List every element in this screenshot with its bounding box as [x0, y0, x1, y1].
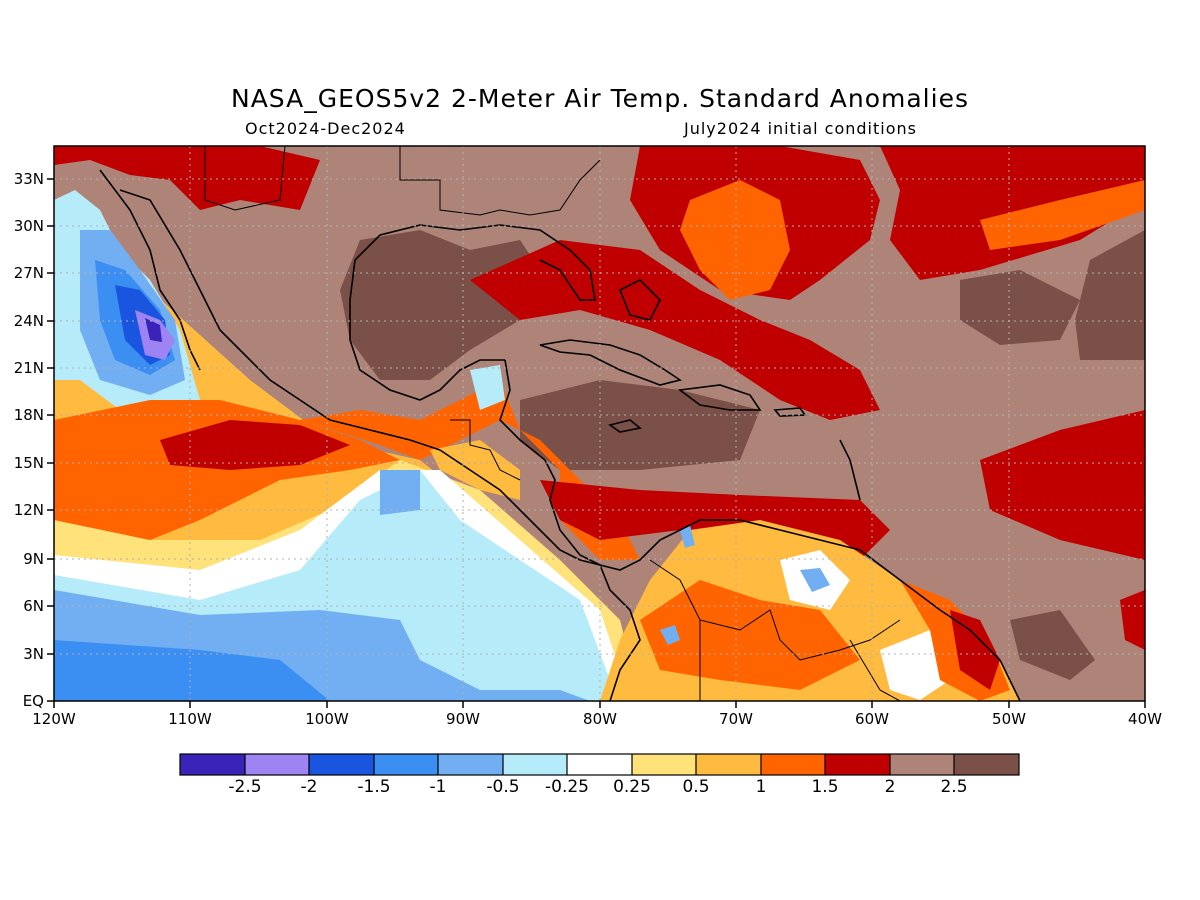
axis-ticks: [47, 178, 1146, 708]
border-south-america: [649, 559, 901, 661]
coastlines: [99, 169, 1021, 701]
coast-mexico-pacific: [119, 189, 441, 451]
colorbar-label: -0.25: [545, 777, 589, 797]
grid-lines: [54, 146, 1145, 701]
coast-central-america-east: [499, 359, 601, 566]
y-tick-label: 21N: [13, 359, 44, 377]
field-atlantic-orange-ne: [980, 180, 1145, 250]
x-tick-label: 70W: [719, 710, 753, 728]
colorbar-label: -1: [429, 777, 447, 797]
colorbar-swatch-3: [309, 754, 374, 775]
colorbar-label: 1: [755, 777, 767, 797]
field-band-blue: [54, 640, 330, 701]
coast-gulf-north: [354, 224, 596, 301]
field-atlantic-red-east: [980, 410, 1145, 560]
colorbar-swatch-5: [438, 754, 503, 775]
y-tick-label: 30N: [13, 217, 44, 235]
coast-south-america-north: [579, 519, 1021, 701]
colorbar-swatch-1: [180, 754, 245, 775]
borders: [204, 146, 901, 701]
colorbar-swatch-9: [696, 754, 761, 775]
x-tick-label: 100W: [305, 710, 349, 728]
x-tick-label: 60W: [855, 710, 889, 728]
field-atlantic-orange: [680, 180, 790, 300]
coast-cuba: [539, 339, 682, 386]
y-tick-label: 3N: [23, 645, 44, 663]
map-field: [54, 146, 1145, 701]
field-atlantic-dark: [960, 270, 1080, 345]
colorbar-swatch-6: [503, 754, 567, 775]
colorbar-swatch-2: [245, 754, 309, 775]
field-gulf-dark: [340, 230, 540, 380]
map-title: NASA_GEOS5v2 2-Meter Air Temp. Standard …: [231, 84, 969, 113]
x-tick-label: 110W: [168, 710, 212, 728]
coast-lesser-antilles: [839, 439, 861, 501]
field-guiana-blue: [800, 568, 830, 592]
field-atlantic-red: [470, 240, 880, 420]
colorbar-outlines: [179, 753, 1020, 776]
field-patch-light-blue: [380, 470, 420, 515]
field-brazil-red: [950, 610, 1000, 690]
field-colombia-blue: [660, 625, 680, 645]
colorbar-label: -1.5: [357, 777, 391, 797]
colorbar-label: 0.25: [613, 777, 651, 797]
colorbar-label: 2.5: [940, 777, 968, 797]
y-tick-label: 6N: [23, 597, 44, 615]
field-south-america-orange: [640, 580, 860, 690]
y-tick-label: 12N: [13, 501, 44, 519]
border-us-states: [399, 146, 601, 216]
colorbar-label: 1.5: [811, 777, 839, 797]
initial-conditions: July2024 initial conditions: [684, 119, 917, 138]
x-tick-label: 40W: [1128, 710, 1162, 728]
coast-jamaica: [608, 419, 642, 433]
border-us-mexico: [204, 146, 286, 211]
colorbar-label: -2: [300, 777, 318, 797]
colorbar: [179, 753, 1020, 776]
forecast-period: Oct2024-Dec2024: [245, 119, 406, 138]
x-tick-label: 120W: [32, 710, 76, 728]
field-central-america-orange: [300, 380, 640, 560]
field-atlantic-dark-east: [1075, 230, 1145, 360]
colorbar-label: -2.5: [228, 777, 262, 797]
y-tick-label: 33N: [13, 170, 44, 188]
coast-gulf-west: [349, 259, 505, 401]
colorbar-swatch-13: [954, 754, 1019, 775]
y-tick-label: 24N: [13, 312, 44, 330]
x-tick-label: 90W: [446, 710, 480, 728]
border-central-america: [450, 419, 521, 481]
colorbar-swatch-11: [825, 754, 890, 775]
colorbar-swatch-10: [761, 754, 825, 775]
y-tick-label: 15N: [13, 454, 44, 472]
y-tick-label: 9N: [23, 550, 44, 568]
coast-hispaniola: [677, 384, 762, 411]
border-guiana: [849, 639, 901, 701]
field-yucatan-pale: [470, 365, 505, 410]
coast-central-america-west: [439, 449, 581, 561]
colorbar-swatch-4: [374, 754, 438, 775]
field-north-red: [54, 146, 320, 210]
field-caribbean-dark: [520, 380, 760, 470]
x-tick-label: 50W: [992, 710, 1026, 728]
colorbar-swatch-7: [567, 754, 632, 775]
field-atlantic-dark-south: [1010, 610, 1095, 680]
colorbar-label: 2: [884, 777, 896, 797]
field-atlantic-red-edge: [1120, 590, 1145, 650]
coast-colombia-pacific: [599, 564, 641, 701]
field-baja-indigo: [145, 318, 162, 342]
colorbar-swatch-12: [890, 754, 954, 775]
colorbar-swatch-8: [632, 754, 696, 775]
y-tick-label: 27N: [13, 264, 44, 282]
field-central-america-light: [430, 440, 520, 500]
colorbar-label: -0.5: [486, 777, 520, 797]
field-band-red-pacific: [160, 420, 350, 470]
colorbar-label: 0.5: [682, 777, 710, 797]
y-tick-label: EQ: [22, 692, 44, 710]
x-tick-label: 80W: [583, 710, 617, 728]
field-colombia-blue-north: [680, 525, 695, 548]
coast-bahamas: [618, 279, 661, 321]
field-brazil-white: [880, 630, 950, 700]
y-tick-label: 18N: [13, 406, 44, 424]
